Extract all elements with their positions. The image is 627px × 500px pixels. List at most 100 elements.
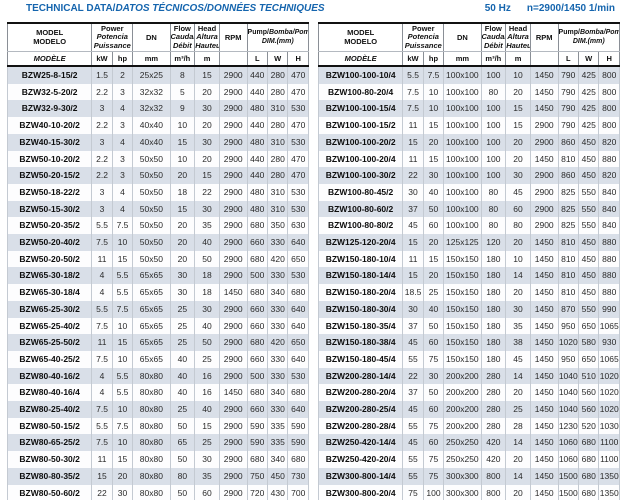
spec-table-left: MODEL MODELO Power Potencia Puissance DN Fl… (6, 22, 310, 500)
value-cell: 810 (557, 284, 580, 301)
value-cell: 30 (194, 200, 220, 218)
value-cell: 280 (480, 417, 507, 435)
unit-head: m (505, 51, 531, 67)
value-cell: 470 (287, 150, 309, 168)
value-cell: 1450 (529, 417, 559, 435)
model-cell: BZW200-280-28/4 (317, 417, 404, 435)
value-cell: 1040 (557, 384, 580, 402)
value-cell: 1450 (529, 66, 559, 84)
value-cell: 25 (194, 434, 220, 452)
value-cell: 30 (194, 300, 220, 318)
table-row: BZW150-180-10/4 11 15 150x150 180 10 1450 810 45… (317, 250, 620, 268)
value-cell: 15 (91, 467, 113, 485)
table-row: BZW50-20-15/2 2.2 3 50x50 20 15 2900 440 280 470 (6, 167, 309, 184)
value-cell: 100x100 (443, 133, 482, 151)
model-cell: BZW100-100-15/4 (317, 100, 404, 118)
value-cell: 3 (91, 133, 113, 151)
value-cell: 840 (598, 217, 620, 235)
value-cell: 15 (111, 250, 134, 268)
value-cell: 1450 (218, 284, 248, 301)
value-cell: 100 (480, 133, 507, 151)
value-cell: 100x100 (443, 217, 482, 235)
value-cell: 340 (266, 284, 289, 301)
column-header-dn: DN (132, 23, 171, 52)
value-cell: 500 (246, 367, 269, 385)
value-cell: 420 (480, 434, 507, 452)
model-cell: BZW100-100-10/4 (317, 66, 404, 84)
value-cell: 32x32 (132, 100, 171, 118)
value-cell: 10 (111, 350, 134, 368)
value-cell: 4 (111, 200, 134, 218)
value-cell: 20 (169, 217, 196, 235)
value-cell: 4 (91, 267, 113, 285)
table-row: BZW32-9-30/2 3 4 32x32 9 30 2900 480 310 530 (6, 100, 309, 118)
value-cell: 10 (111, 434, 134, 452)
value-cell: 2900 (218, 150, 248, 168)
column-header-dimensions: Pump/Bomba/PompeDIM.(mm) (557, 23, 621, 52)
value-cell: 1065 (598, 317, 620, 335)
value-cell: 550 (577, 300, 600, 318)
value-cell: 700 (287, 484, 309, 500)
value-cell: 7.5 (402, 100, 424, 118)
value-cell: 1020 (557, 334, 580, 351)
model-cell: BZW50-20-35/2 (6, 217, 93, 235)
value-cell: 2900 (218, 117, 248, 134)
value-cell: 2900 (529, 133, 559, 151)
value-cell: 680 (246, 334, 269, 351)
value-cell: 425 (577, 66, 600, 84)
value-cell: 20 (505, 484, 531, 500)
value-cell: 40 (169, 384, 196, 402)
value-cell: 65x65 (132, 300, 171, 318)
value-cell: 860 (557, 133, 580, 151)
value-cell: 1450 (529, 384, 559, 402)
value-cell: 10 (169, 150, 196, 168)
value-cell: 80x80 (132, 451, 171, 468)
value-cell: 38 (505, 334, 531, 351)
value-cell: 3 (91, 183, 113, 201)
model-cell: BZW40-10-20/2 (6, 117, 93, 134)
value-cell: 100x100 (443, 117, 482, 134)
value-cell: 680 (246, 250, 269, 268)
value-cell: 10 (422, 83, 445, 101)
value-cell: 75 (422, 350, 445, 368)
value-cell: 580 (577, 334, 600, 351)
model-cell: BZW50-18-22/2 (6, 183, 93, 201)
value-cell: 100 (480, 66, 507, 84)
value-cell: 60 (422, 334, 445, 351)
value-cell: 30 (194, 100, 220, 118)
table-row: BZW50-18-22/2 3 4 50x50 18 22 2900 480 310 530 (6, 183, 309, 201)
value-cell: 20 (505, 451, 531, 468)
value-cell: 1450 (218, 384, 248, 402)
value-cell: 20 (505, 384, 531, 402)
value-cell: 1450 (529, 334, 559, 351)
value-cell: 350 (266, 217, 289, 235)
value-cell: 4 (91, 284, 113, 301)
value-cell: 250x250 (443, 434, 482, 452)
value-cell: 20 (422, 133, 445, 151)
value-cell: 180 (480, 334, 507, 351)
value-cell: 810 (557, 267, 580, 285)
value-cell: 640 (287, 401, 309, 418)
value-cell: 30 (422, 367, 445, 385)
table-header: MODEL MODELO Power Potencia Puissance DN Fl… (317, 23, 621, 67)
value-cell: 22 (402, 167, 424, 184)
value-cell: 7.5 (91, 350, 113, 368)
value-cell: 790 (557, 66, 580, 84)
value-cell: 1450 (529, 350, 559, 368)
value-cell: 440 (246, 150, 269, 168)
value-cell: 2900 (529, 167, 559, 184)
value-cell: 100x100 (443, 183, 482, 201)
value-cell: 80 (169, 467, 196, 485)
value-cell: 1450 (529, 234, 559, 251)
value-cell: 1450 (529, 401, 559, 418)
value-cell: 14 (505, 267, 531, 285)
value-cell: 50 (422, 317, 445, 335)
value-cell: 30 (422, 167, 445, 184)
value-cell: 2900 (218, 167, 248, 184)
value-cell: 22 (194, 183, 220, 201)
value-cell: 1450 (529, 451, 559, 468)
value-cell: 825 (557, 183, 580, 201)
value-cell: 80 (480, 83, 507, 101)
value-cell: 550 (577, 200, 600, 218)
page-title: TECHNICAL DATA/DATOS TÉCNICOS/DONNÉES TE… (26, 3, 325, 14)
